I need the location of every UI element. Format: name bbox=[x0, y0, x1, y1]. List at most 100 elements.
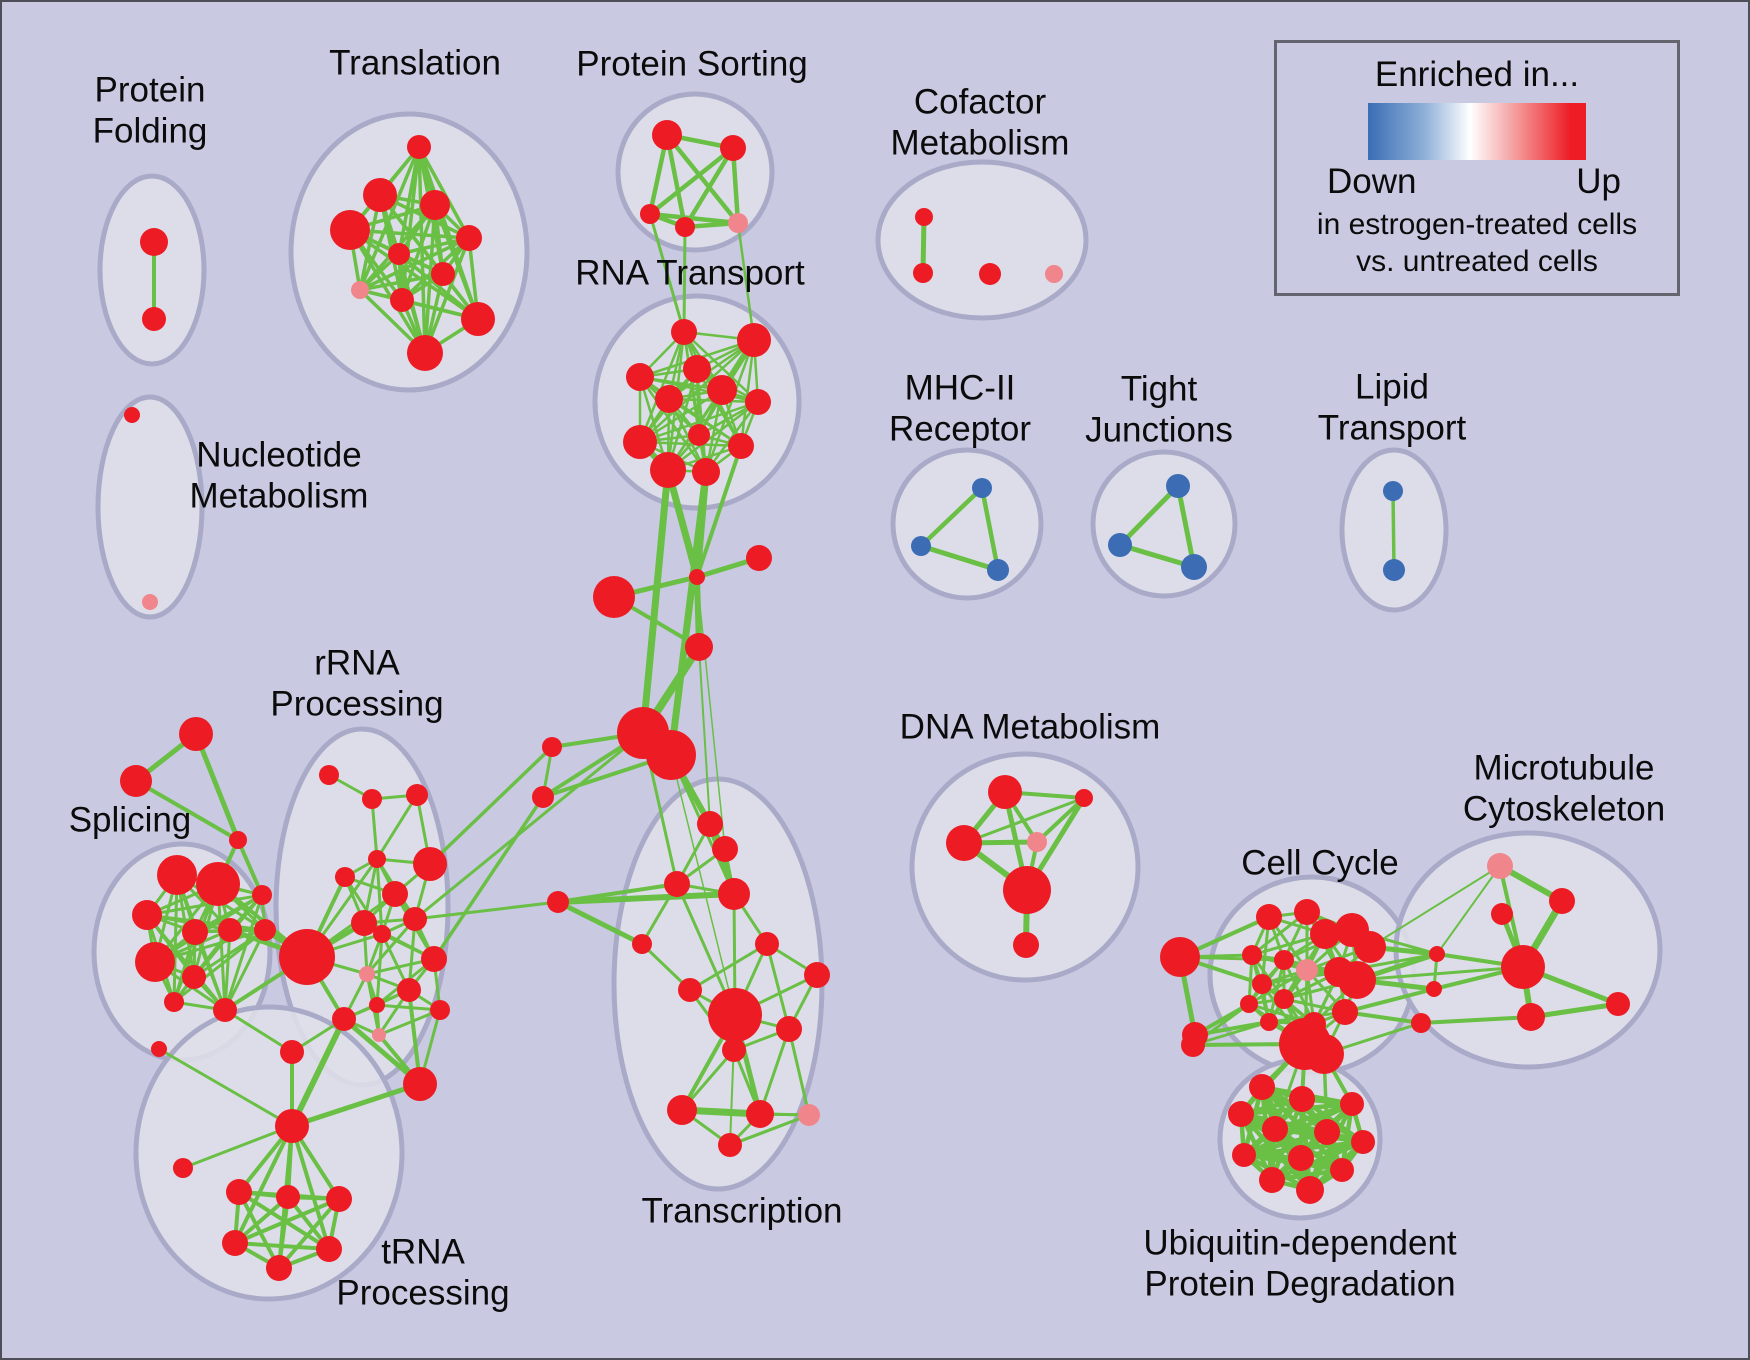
gene-set-node-sp-5[interactable] bbox=[135, 942, 175, 982]
gene-set-node-rr-10[interactable] bbox=[403, 907, 427, 931]
gene-set-node-rt-4[interactable] bbox=[655, 385, 683, 413]
gene-set-node-ub-7[interactable] bbox=[1232, 1143, 1256, 1167]
gene-set-node-tr-6[interactable] bbox=[431, 262, 455, 286]
gene-set-node-tx-8[interactable] bbox=[708, 988, 762, 1042]
gene-set-node-mt-8[interactable] bbox=[1411, 1013, 1431, 1033]
gene-set-node-rr-18[interactable] bbox=[280, 1040, 304, 1064]
gene-set-node-tx-0[interactable] bbox=[697, 811, 723, 837]
gene-set-node-trna-7[interactable] bbox=[266, 1255, 292, 1281]
gene-set-node-rt-10[interactable] bbox=[650, 452, 686, 488]
gene-set-node-trna-1[interactable] bbox=[173, 1158, 193, 1178]
gene-set-node-cc-6[interactable] bbox=[1354, 931, 1386, 963]
gene-set-node-sp-9[interactable] bbox=[213, 998, 237, 1022]
gene-set-node-tr-3[interactable] bbox=[330, 210, 370, 250]
gene-set-node-cc-14[interactable] bbox=[1240, 995, 1258, 1013]
gene-set-node-cc-13[interactable] bbox=[1338, 961, 1376, 999]
gene-set-node-fn-1[interactable] bbox=[746, 545, 772, 571]
gene-set-node-dna-4[interactable] bbox=[1003, 866, 1051, 914]
gene-set-node-cm-0[interactable] bbox=[915, 208, 933, 226]
gene-set-node-rr-12[interactable] bbox=[397, 978, 421, 1002]
gene-set-node-trna-3[interactable] bbox=[276, 1185, 300, 1209]
gene-set-node-tj-1[interactable] bbox=[1108, 533, 1132, 557]
gene-set-node-cm-2[interactable] bbox=[979, 263, 1001, 285]
gene-set-node-cc-20[interactable] bbox=[1181, 1033, 1205, 1057]
gene-set-node-tx-3[interactable] bbox=[718, 878, 750, 910]
gene-set-node-cc-7[interactable] bbox=[1242, 945, 1262, 965]
gene-set-node-rr-4[interactable] bbox=[368, 850, 386, 868]
gene-set-node-rr-17[interactable] bbox=[430, 1000, 450, 1020]
gene-set-node-trna-6[interactable] bbox=[316, 1236, 342, 1262]
gene-set-node-rr-9[interactable] bbox=[373, 925, 391, 943]
gene-set-node-rt-8[interactable] bbox=[623, 425, 657, 459]
gene-set-node-tr-2[interactable] bbox=[420, 190, 450, 220]
gene-set-node-rr-0[interactable] bbox=[279, 929, 335, 985]
gene-set-node-tx-12[interactable] bbox=[746, 1100, 774, 1128]
gene-set-node-nm-1[interactable] bbox=[142, 594, 158, 610]
gene-set-node-mt-1[interactable] bbox=[1549, 888, 1575, 914]
gene-set-node-mt-5[interactable] bbox=[1426, 981, 1442, 997]
gene-set-node-cc-8[interactable] bbox=[1274, 950, 1294, 970]
gene-set-node-ub-11[interactable] bbox=[1296, 1176, 1324, 1204]
gene-set-node-tx-2[interactable] bbox=[664, 871, 690, 897]
gene-set-node-rr-6[interactable] bbox=[382, 881, 408, 907]
gene-set-node-fn-11[interactable] bbox=[120, 765, 152, 797]
gene-set-node-dna-0[interactable] bbox=[988, 775, 1022, 809]
gene-set-node-rt-5[interactable] bbox=[707, 375, 737, 405]
gene-set-node-tx-6[interactable] bbox=[678, 978, 702, 1002]
gene-set-node-cc-15[interactable] bbox=[1260, 1013, 1278, 1031]
gene-set-node-rt-11[interactable] bbox=[692, 458, 720, 486]
gene-set-node-tx-11[interactable] bbox=[667, 1095, 697, 1125]
gene-set-node-tx-10[interactable] bbox=[722, 1038, 746, 1062]
gene-set-node-tr-1[interactable] bbox=[363, 178, 397, 212]
gene-set-node-tr-7[interactable] bbox=[351, 281, 369, 299]
gene-set-node-rr-15[interactable] bbox=[372, 1028, 386, 1042]
gene-set-node-ub-3[interactable] bbox=[1228, 1101, 1254, 1127]
gene-set-node-tx-4[interactable] bbox=[755, 932, 779, 956]
gene-set-node-mt-4[interactable] bbox=[1501, 945, 1545, 989]
gene-set-node-fn-2[interactable] bbox=[593, 576, 635, 618]
gene-set-node-rr-8[interactable] bbox=[351, 910, 377, 936]
gene-set-node-rr-7[interactable] bbox=[413, 847, 447, 881]
gene-set-node-fn-8[interactable] bbox=[547, 891, 569, 913]
gene-set-node-sp-10[interactable] bbox=[164, 992, 184, 1012]
gene-set-node-tr-10[interactable] bbox=[407, 335, 443, 371]
gene-set-node-tj-2[interactable] bbox=[1181, 554, 1207, 580]
gene-set-node-tr-5[interactable] bbox=[388, 243, 410, 265]
gene-set-node-tx-9[interactable] bbox=[776, 1016, 802, 1042]
gene-set-node-rt-9[interactable] bbox=[728, 433, 754, 459]
gene-set-node-ub-2[interactable] bbox=[1340, 1092, 1364, 1116]
gene-set-node-cc-0[interactable] bbox=[1160, 937, 1200, 977]
gene-set-node-cm-1[interactable] bbox=[913, 263, 933, 283]
gene-set-node-dna-5[interactable] bbox=[1013, 932, 1039, 958]
gene-set-node-ps-1[interactable] bbox=[720, 135, 746, 161]
gene-set-node-rt-7[interactable] bbox=[688, 424, 710, 446]
gene-set-node-rt-3[interactable] bbox=[626, 363, 654, 391]
gene-set-node-mhc-2[interactable] bbox=[987, 559, 1009, 581]
gene-set-node-cc-11[interactable] bbox=[1252, 974, 1272, 994]
gene-set-node-rt-2[interactable] bbox=[683, 355, 711, 383]
gene-set-node-fn-6[interactable] bbox=[542, 737, 562, 757]
gene-set-node-ub-9[interactable] bbox=[1330, 1158, 1354, 1182]
gene-set-node-sp-3[interactable] bbox=[182, 919, 208, 945]
gene-set-node-tx-13[interactable] bbox=[798, 1104, 820, 1126]
gene-set-node-rr-19[interactable] bbox=[403, 1067, 437, 1101]
gene-set-node-ub-0[interactable] bbox=[1249, 1074, 1275, 1100]
gene-set-node-sp-4[interactable] bbox=[218, 918, 242, 942]
gene-set-node-cc-2[interactable] bbox=[1256, 904, 1282, 930]
gene-set-node-rr-2[interactable] bbox=[362, 789, 382, 809]
gene-set-node-ps-2[interactable] bbox=[640, 204, 660, 224]
gene-set-node-pf-0[interactable] bbox=[140, 228, 168, 256]
gene-set-node-sp-2[interactable] bbox=[132, 900, 162, 930]
gene-set-node-dna-1[interactable] bbox=[1075, 789, 1093, 807]
gene-set-node-rt-0[interactable] bbox=[671, 319, 697, 345]
gene-set-node-sp-6[interactable] bbox=[182, 965, 206, 989]
gene-set-node-sp-1[interactable] bbox=[196, 862, 240, 906]
gene-set-node-ps-4[interactable] bbox=[728, 213, 748, 233]
gene-set-node-dna-2[interactable] bbox=[946, 825, 982, 861]
gene-set-node-rr-14[interactable] bbox=[332, 1007, 356, 1031]
gene-set-node-cc-19[interactable] bbox=[1304, 1034, 1344, 1074]
gene-set-node-rr-13[interactable] bbox=[369, 997, 385, 1013]
gene-set-node-tr-9[interactable] bbox=[461, 302, 495, 336]
gene-set-node-rr-1[interactable] bbox=[319, 765, 339, 785]
gene-set-node-fn-3[interactable] bbox=[685, 633, 713, 661]
